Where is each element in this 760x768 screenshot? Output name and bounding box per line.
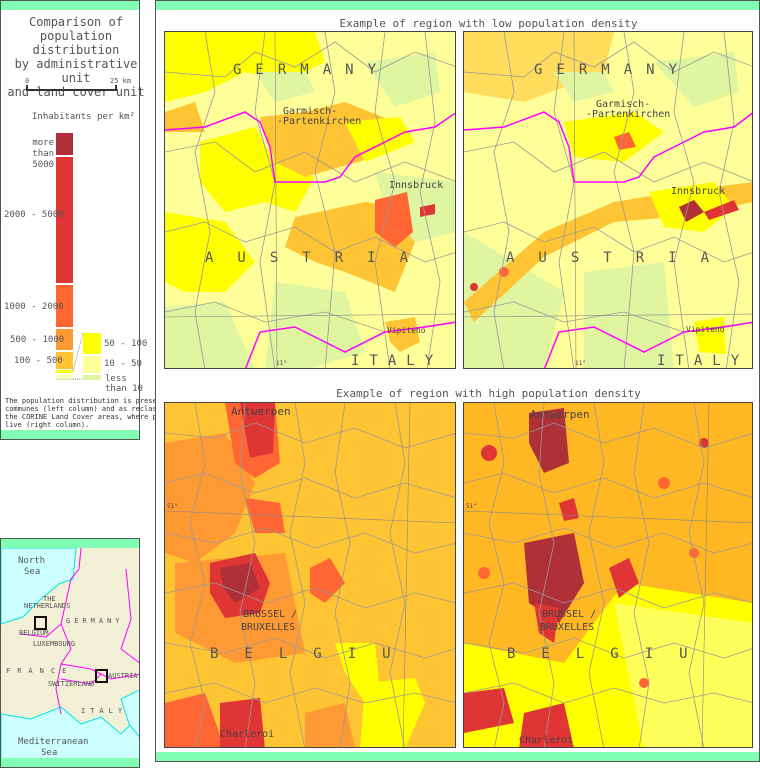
legend-swatch-10-50 xyxy=(83,356,101,373)
city-label-charleroi: Charleroi xyxy=(220,729,275,740)
country-label-belgium: BELGIU xyxy=(507,646,714,662)
latitude-label: 51° xyxy=(466,503,477,510)
city-label-bruxelles: BRUXELLES xyxy=(540,622,595,633)
inset-label-belgium: BELGIUM xyxy=(19,629,49,637)
panel-footer-bar xyxy=(156,752,759,761)
legend-label: 1000 - 2000 xyxy=(4,302,64,312)
title-line: and land cover unit xyxy=(7,85,145,99)
city-label-partenkirchen: -Partenkirchen xyxy=(277,116,362,127)
legend-note: The population distribution is presented… xyxy=(5,397,195,429)
city-label-partenkirchen: -Partenkirchen xyxy=(586,109,671,120)
city-label-vipiteno: Vipiteno xyxy=(686,325,725,334)
legend-swatch-2000-5000 xyxy=(56,157,73,283)
city-label-garmisch: Garmisch- xyxy=(283,106,338,117)
legend-label: 10 - 50 xyxy=(104,359,142,369)
city-label-innsbruck: Innsbruck xyxy=(671,186,726,197)
legend-swatch-50-100 xyxy=(83,333,101,354)
country-label-austria: AUSTRIA xyxy=(506,250,734,266)
legend-title: Comparison of population distribution by… xyxy=(1,15,151,99)
panel-header-bar xyxy=(1,1,139,10)
map-high-density-land-cover: Antwerpen BRUSSEL / BRUXELLES BELGIU Cha… xyxy=(463,402,753,748)
inset-label-luxembourg: LUXEMBOURG xyxy=(33,640,76,648)
city-label-vipiteno: Vipiteno xyxy=(387,326,426,335)
title-line: Comparison of xyxy=(29,15,123,29)
country-label-germany: GERMANY xyxy=(534,62,692,78)
legend-swatch-5000plus xyxy=(56,133,73,155)
city-label-antwerpen: Antwerpen xyxy=(231,405,291,418)
inset-label-germany: GERMANY xyxy=(66,617,124,625)
legend-label: less than 10 xyxy=(105,374,143,394)
scale-end: 25 km xyxy=(110,77,132,85)
panel-footer-bar xyxy=(1,758,139,767)
city-label-antwerpen: Antwerpen xyxy=(530,408,590,421)
country-label-germany: GERMANY xyxy=(233,62,391,78)
inset-label-mediterranean: Mediterranean xyxy=(18,737,89,747)
panel-header-bar xyxy=(156,1,759,10)
high-density-title: Example of region with high population d… xyxy=(336,387,641,400)
inset-label-sea: Sea xyxy=(41,748,58,758)
legend-swatch-100-500 xyxy=(56,352,73,369)
inset-label-the: THE xyxy=(43,595,56,603)
country-label-austria: AUSTRIA xyxy=(205,250,433,266)
inset-label-italy: ITALY xyxy=(81,707,128,715)
country-label-belgium: BELGIU xyxy=(210,646,417,662)
inset-label-france: FRANCE xyxy=(6,667,74,675)
inset-label-austria: AUSTRIA xyxy=(108,672,138,680)
legend-swatch-lt10-small xyxy=(56,378,73,380)
legend-label: 500 - 1000 xyxy=(10,335,65,345)
legend-label: 100 - 500 xyxy=(14,356,63,366)
latitude-label: 51° xyxy=(167,503,178,510)
title-line: population distribution xyxy=(32,29,120,57)
legend-swatch-10-50-small xyxy=(56,375,73,377)
map-low-density-land-cover: GERMANY AUSTRIA ITALY Garmisch- -Partenk… xyxy=(463,31,753,369)
country-label-italy: ITALY xyxy=(351,353,444,369)
city-label-garmisch: Garmisch- xyxy=(596,99,651,110)
low-density-title: Example of region with low population de… xyxy=(339,17,638,30)
scale-start: 0 xyxy=(25,77,30,85)
legend-swatch-500-1000 xyxy=(56,329,73,350)
longitude-label: 11° xyxy=(575,360,586,367)
austria-region-marker xyxy=(95,669,108,683)
country-label-italy: ITALY xyxy=(657,353,750,369)
city-label-brussel: BRUSSEL / xyxy=(243,609,298,620)
panel-header-bar xyxy=(1,539,139,548)
locator-map-panel: North Sea THE NETHERLANDS GERMANY BELGIU… xyxy=(0,538,140,768)
inset-label-netherlands: NETHERLANDS xyxy=(24,602,71,610)
city-label-charleroi: Charleroi xyxy=(519,735,574,746)
inset-label-switzerland: SWITZERLAND xyxy=(48,680,95,688)
title-line: by administrative unit xyxy=(14,57,138,85)
legend-swatch-50-100-small xyxy=(56,370,73,373)
panel-footer-bar xyxy=(1,430,139,439)
scale-bar xyxy=(26,85,117,91)
belgium-region-marker xyxy=(34,616,47,630)
legend-label: more than 5000 xyxy=(32,138,54,170)
map-high-density-communes: Antwerpen BRUSSEL / BRUXELLES BELGIU Cha… xyxy=(164,402,456,748)
legend-connector xyxy=(72,332,84,380)
city-label-bruxelles: BRUXELLES xyxy=(241,622,296,633)
unit-label: Inhabitants per km² xyxy=(32,112,135,122)
legend-label: 50 - 100 xyxy=(104,339,148,349)
locator-map xyxy=(1,539,139,767)
legend-swatch-lt10 xyxy=(83,375,101,380)
legend-label: 2000 - 5000 xyxy=(4,210,64,220)
map-low-density-communes: GERMANY AUSTRIA ITALY Garmisch- -Partenk… xyxy=(164,31,456,369)
legend-swatch-1000-2000 xyxy=(56,285,73,327)
legend-panel: Comparison of population distribution by… xyxy=(0,0,195,440)
longitude-label: 11° xyxy=(276,360,287,367)
inset-label-sea: Sea xyxy=(24,567,41,577)
city-label-innsbruck: Innsbruck xyxy=(389,180,444,191)
city-label-brussel: BRUSSEL / xyxy=(542,609,597,620)
inset-label-north-sea: North xyxy=(18,556,46,566)
